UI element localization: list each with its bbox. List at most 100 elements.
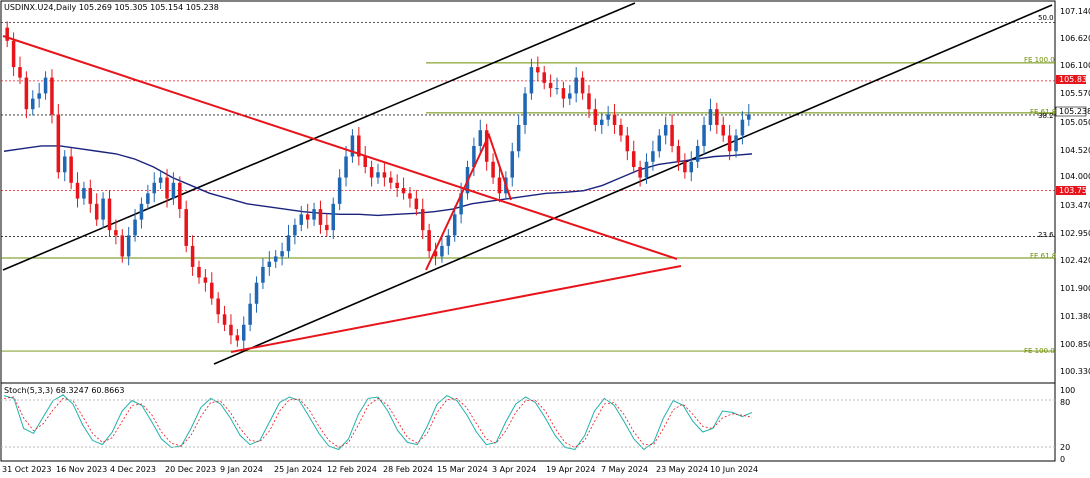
candle-body <box>107 198 112 231</box>
stoch-tick: 80 <box>1060 398 1070 407</box>
candle-body <box>452 214 457 236</box>
candle-body <box>216 298 220 315</box>
candle-body <box>555 88 559 90</box>
candle-body <box>651 151 655 162</box>
candle-body <box>133 219 137 236</box>
candle-body <box>254 282 259 304</box>
candle-body <box>740 119 745 136</box>
candle-body <box>600 119 604 125</box>
candle-body <box>43 77 48 94</box>
candle-body <box>69 156 73 183</box>
candle-body <box>158 177 163 183</box>
candle-body <box>612 114 617 125</box>
candle-body <box>574 77 578 94</box>
candle-body <box>568 93 572 99</box>
time-label: 16 Nov 2023 <box>56 465 107 474</box>
red-downtrend-line <box>2 35 678 260</box>
candle-body <box>197 266 201 278</box>
candle-body <box>241 324 246 341</box>
candle-body <box>171 182 176 199</box>
price-tick: 105.050 <box>1060 118 1090 127</box>
fib-50-label: 50.0 <box>1038 14 1054 22</box>
candle-body <box>146 193 150 204</box>
candle-body <box>62 156 67 173</box>
candle-body <box>248 303 252 325</box>
candle-body <box>37 93 41 99</box>
candle-body <box>190 245 195 267</box>
candle-body <box>670 124 674 146</box>
candle-body <box>114 230 118 236</box>
candle-body <box>18 67 22 78</box>
candle-body <box>727 135 732 152</box>
candle-body <box>88 188 93 204</box>
time-label: 9 Jan 2024 <box>220 465 263 474</box>
candle-body <box>229 324 233 336</box>
candle-body <box>94 203 99 220</box>
upper-channel-line <box>2 2 636 271</box>
candle-body <box>497 177 502 194</box>
candle-body <box>363 156 367 168</box>
moving-average <box>3 145 753 217</box>
price-tick: 105.570 <box>1060 89 1090 98</box>
red-pattern-line <box>425 132 512 271</box>
candle-body <box>516 124 521 152</box>
stoch-title: Stoch(5,3,3) 68.3247 60.8663 <box>4 386 124 395</box>
candle-body <box>587 93 591 110</box>
fe100-top-label: FE 100.0 <box>1024 56 1055 64</box>
candle-body <box>325 224 329 231</box>
candle-body <box>126 235 131 257</box>
candle-body <box>75 182 80 199</box>
candle-body <box>529 67 534 94</box>
candle-body <box>389 177 393 183</box>
candle-body <box>210 282 214 299</box>
candle-body <box>702 124 706 146</box>
time-label: 4 Dec 2023 <box>110 465 156 474</box>
time-label: 25 Jan 2024 <box>274 465 322 474</box>
candle-body <box>644 161 649 178</box>
stoch-tick: 0 <box>1060 455 1065 464</box>
candle-body <box>638 167 642 178</box>
red-trendlines[interactable] <box>2 35 682 353</box>
candle-body <box>165 177 169 199</box>
symbol-title: USDINX.U24,Daily 105.269 105.305 105.154… <box>4 3 219 12</box>
red-uptrend-line <box>230 265 682 353</box>
candle-body <box>408 193 412 199</box>
candle-body <box>222 314 227 325</box>
candle-body <box>478 130 483 146</box>
price-tick: 101.900 <box>1060 284 1090 293</box>
fib-236-label: 23.6 <box>1038 231 1054 239</box>
fib-382-label: 38.2 <box>1038 112 1054 120</box>
candle-body <box>357 135 361 157</box>
candle-body <box>305 214 310 220</box>
candle-body <box>24 77 29 110</box>
candle-body <box>433 251 438 257</box>
time-label: 15 Mar 2024 <box>437 465 488 474</box>
price-tick: 100.330 <box>1060 367 1090 376</box>
time-label: 31 Oct 2023 <box>2 465 51 474</box>
time-label: 12 Feb 2024 <box>327 465 377 474</box>
candle-body <box>318 209 323 225</box>
current-price-value: 105.238 <box>1059 107 1090 116</box>
candle-body <box>401 188 406 194</box>
current-price-tag <box>1055 106 1087 117</box>
price-tick: 102.420 <box>1060 256 1090 265</box>
price-tick: 101.380 <box>1060 312 1090 321</box>
time-label: 23 May 2024 <box>656 465 708 474</box>
stoch-tick: 20 <box>1060 443 1070 452</box>
candle-body <box>536 67 540 73</box>
stoch-ticks: 100 80 20 0 <box>1060 386 1075 464</box>
fe618-low-label: FE 61.8 <box>1030 252 1056 260</box>
time-axis: 31 Oct 2023 16 Nov 2023 4 Dec 2023 20 De… <box>2 465 758 474</box>
candle-body <box>350 135 355 157</box>
candle-body <box>427 230 431 252</box>
level-high-value: 105.838 <box>1059 75 1090 84</box>
ma-line <box>3 145 753 217</box>
candle-body <box>631 151 636 168</box>
candle-body <box>31 98 35 110</box>
time-label: 20 Dec 2023 <box>165 465 216 474</box>
stoch-tick: 100 <box>1060 386 1075 395</box>
candle-body <box>376 172 380 178</box>
candle-body <box>139 203 144 220</box>
candle-body <box>721 124 725 136</box>
